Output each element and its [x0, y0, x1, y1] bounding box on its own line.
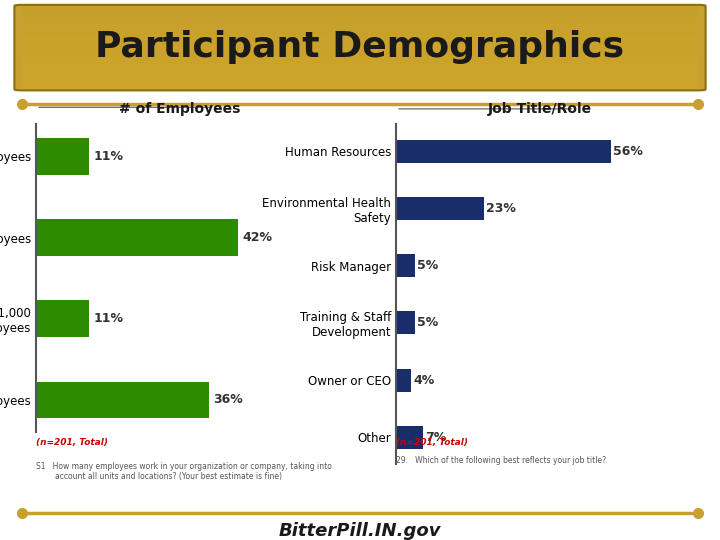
Bar [22, 60, 698, 64]
Text: 4%: 4% [413, 374, 435, 387]
Bar [22, 48, 698, 52]
Bar [22, 14, 698, 18]
Title: # of Employees: # of Employees [120, 102, 240, 116]
Text: 36%: 36% [214, 393, 243, 406]
Text: 5%: 5% [417, 259, 438, 272]
Bar [22, 56, 698, 60]
Bar [36, 300, 89, 337]
FancyBboxPatch shape [14, 5, 706, 90]
Bar [36, 138, 89, 174]
Text: Participant Demographics: Participant Demographics [96, 30, 624, 64]
Bar [396, 140, 611, 163]
Bar [36, 219, 238, 256]
Bar [396, 197, 485, 220]
Text: (n=201, Total): (n=201, Total) [36, 438, 108, 448]
Bar [22, 43, 698, 48]
Text: 29.   Which of the following best reflects your job title?: 29. Which of the following best reflects… [396, 456, 606, 465]
Bar [22, 26, 698, 31]
Bar [22, 73, 698, 77]
Bar [22, 81, 698, 85]
Bar [22, 10, 698, 14]
Bar [22, 64, 698, 69]
Bar [22, 23, 698, 26]
Bar [22, 52, 698, 56]
Bar [396, 426, 423, 449]
Text: 5%: 5% [417, 316, 438, 329]
Text: (n=201, Total): (n=201, Total) [396, 438, 468, 448]
Bar [22, 85, 698, 90]
Text: 42%: 42% [243, 231, 272, 244]
Text: 56%: 56% [613, 145, 643, 158]
Bar [36, 382, 209, 418]
Text: 7%: 7% [425, 431, 446, 444]
Bar [22, 6, 698, 10]
Title: Job Title/Role: Job Title/Role [488, 102, 592, 116]
Bar [396, 312, 415, 334]
Bar [22, 31, 698, 35]
Text: 11%: 11% [94, 312, 124, 325]
Text: BitterPill.IN.gov: BitterPill.IN.gov [279, 522, 441, 539]
Text: S1   How many employees work in your organization or company, taking into
      : S1 How many employees work in your organ… [36, 462, 332, 481]
Bar [22, 18, 698, 23]
Bar [396, 369, 411, 392]
Bar [22, 69, 698, 73]
Bar [396, 254, 415, 277]
Text: 11%: 11% [94, 150, 124, 163]
Bar [22, 77, 698, 81]
Bar [22, 39, 698, 43]
Bar [22, 35, 698, 39]
Text: 23%: 23% [486, 202, 516, 215]
